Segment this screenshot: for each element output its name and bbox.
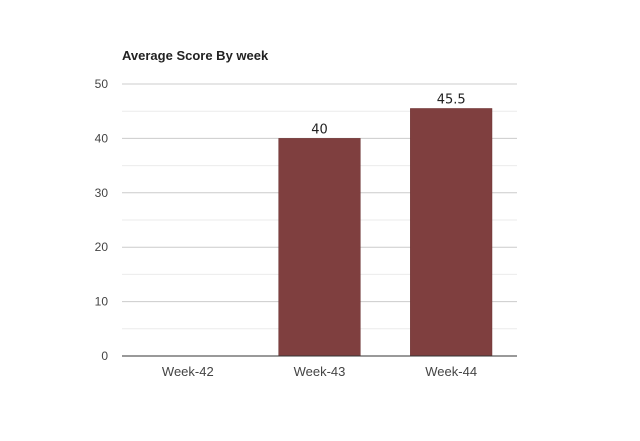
x-tick-label: Week-42: [162, 364, 214, 379]
bar-week-43[interactable]: [278, 138, 361, 357]
x-tick-label: Week-44: [425, 364, 477, 379]
x-tick-label: Week-43: [294, 364, 346, 379]
data-label: 45.5: [437, 92, 466, 107]
y-tick-label: 20: [95, 240, 109, 254]
y-tick-label: 10: [95, 295, 109, 309]
bar-week-44[interactable]: [410, 108, 493, 357]
y-tick-label: 30: [95, 186, 109, 200]
y-tick-label: 50: [95, 77, 109, 91]
y-tick-label: 40: [95, 131, 109, 145]
data-label: 40: [311, 122, 328, 137]
chart-title: Average Score By week: [122, 48, 269, 63]
y-tick-label: 0: [101, 349, 108, 363]
